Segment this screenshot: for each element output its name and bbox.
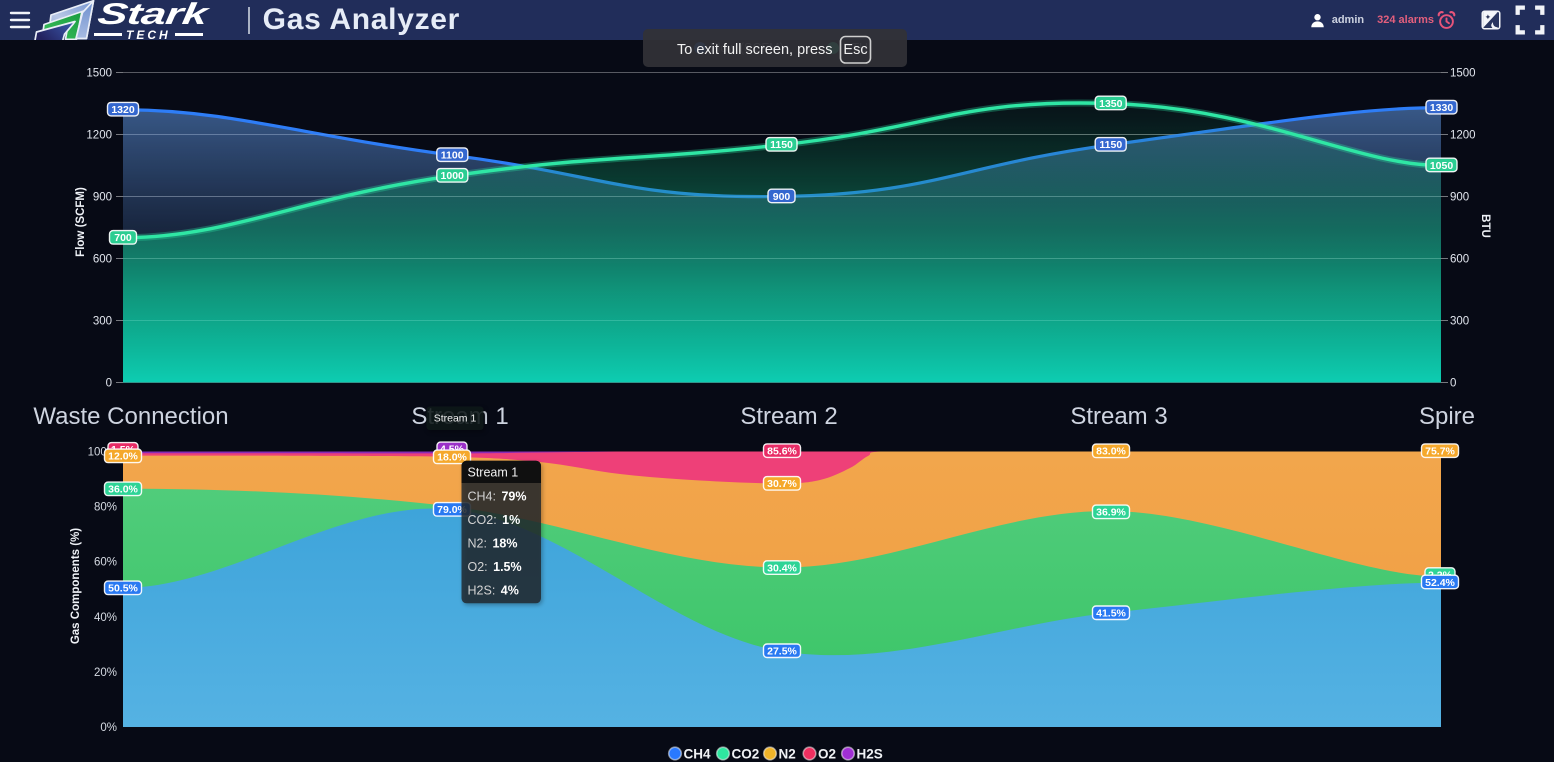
svg-text:83.0%: 83.0% xyxy=(1096,446,1126,458)
svg-text:1100: 1100 xyxy=(441,150,464,162)
svg-text:O2: 1.5%: O2: 1.5% xyxy=(468,560,522,574)
svg-text:O2: O2 xyxy=(818,747,836,762)
svg-text:27.5%: 27.5% xyxy=(767,646,797,658)
svg-text:60%: 60% xyxy=(94,557,117,569)
svg-text:1000: 1000 xyxy=(441,170,465,182)
svg-text:0: 0 xyxy=(1450,378,1456,390)
svg-text:300: 300 xyxy=(93,316,112,328)
svg-text:900: 900 xyxy=(1450,192,1469,204)
svg-text:600: 600 xyxy=(1450,254,1469,266)
svg-text:H2S: H2S xyxy=(857,747,883,762)
svg-text:79.0%: 79.0% xyxy=(437,504,467,516)
svg-text:18.0%: 18.0% xyxy=(437,452,467,464)
svg-text:80%: 80% xyxy=(94,502,117,514)
svg-text:1050: 1050 xyxy=(1430,160,1454,172)
svg-text:900: 900 xyxy=(773,191,791,203)
svg-text:30.4%: 30.4% xyxy=(767,562,797,574)
svg-text:300: 300 xyxy=(1450,316,1469,328)
svg-text:BTU: BTU xyxy=(1479,214,1491,238)
svg-text:85.6%: 85.6% xyxy=(767,445,797,457)
svg-text:1500: 1500 xyxy=(86,68,112,80)
svg-text:40%: 40% xyxy=(94,612,117,624)
svg-text:Stream 1: Stream 1 xyxy=(434,413,477,425)
svg-text:1200: 1200 xyxy=(1450,130,1476,142)
svg-text:N2: 18%: N2: 18% xyxy=(468,537,518,551)
svg-text:CO2: CO2 xyxy=(732,747,760,762)
svg-text:30.7%: 30.7% xyxy=(767,478,797,490)
svg-text:Stream 3: Stream 3 xyxy=(1070,403,1167,430)
svg-text:36.0%: 36.0% xyxy=(108,484,138,496)
svg-text:1200: 1200 xyxy=(86,130,112,142)
svg-text:CO2: 1%: CO2: 1% xyxy=(468,513,521,527)
svg-text:1500: 1500 xyxy=(1450,68,1476,80)
svg-text:CH4: 79%: CH4: 79% xyxy=(468,490,527,504)
svg-text:1330: 1330 xyxy=(1430,102,1454,114)
svg-text:Spire: Spire xyxy=(1419,403,1475,430)
svg-text:52.4%: 52.4% xyxy=(1425,577,1455,589)
svg-text:Flow (SCFM): Flow (SCFM) xyxy=(75,187,87,257)
svg-text:To exit full screen, press: To exit full screen, press xyxy=(677,42,833,58)
svg-text:N2: N2 xyxy=(779,747,796,762)
svg-text:1320: 1320 xyxy=(111,104,135,116)
svg-text:CH4: CH4 xyxy=(684,747,711,762)
svg-text:75.7%: 75.7% xyxy=(1425,445,1455,457)
svg-text:0: 0 xyxy=(106,378,112,390)
svg-text:0%: 0% xyxy=(100,722,117,734)
svg-text:Waste Connection: Waste Connection xyxy=(33,403,228,430)
svg-text:Gas Components (%): Gas Components (%) xyxy=(70,528,82,644)
svg-text:36.9%: 36.9% xyxy=(1096,507,1126,519)
svg-text:50.5%: 50.5% xyxy=(108,583,138,595)
svg-text:20%: 20% xyxy=(94,667,117,679)
svg-text:1150: 1150 xyxy=(1099,139,1122,151)
svg-text:1150: 1150 xyxy=(770,139,793,151)
svg-text:H2S: 4%: H2S: 4% xyxy=(468,584,519,598)
svg-text:700: 700 xyxy=(114,232,132,244)
svg-text:Stream 2: Stream 2 xyxy=(740,403,837,430)
svg-text:12.0%: 12.0% xyxy=(108,451,138,463)
svg-text:41.5%: 41.5% xyxy=(1096,608,1126,620)
svg-text:900: 900 xyxy=(93,192,112,204)
svg-text:600: 600 xyxy=(93,254,112,266)
svg-text:Esc: Esc xyxy=(843,42,867,58)
svg-text:Stream 1: Stream 1 xyxy=(468,466,519,480)
svg-text:1350: 1350 xyxy=(1099,98,1123,110)
